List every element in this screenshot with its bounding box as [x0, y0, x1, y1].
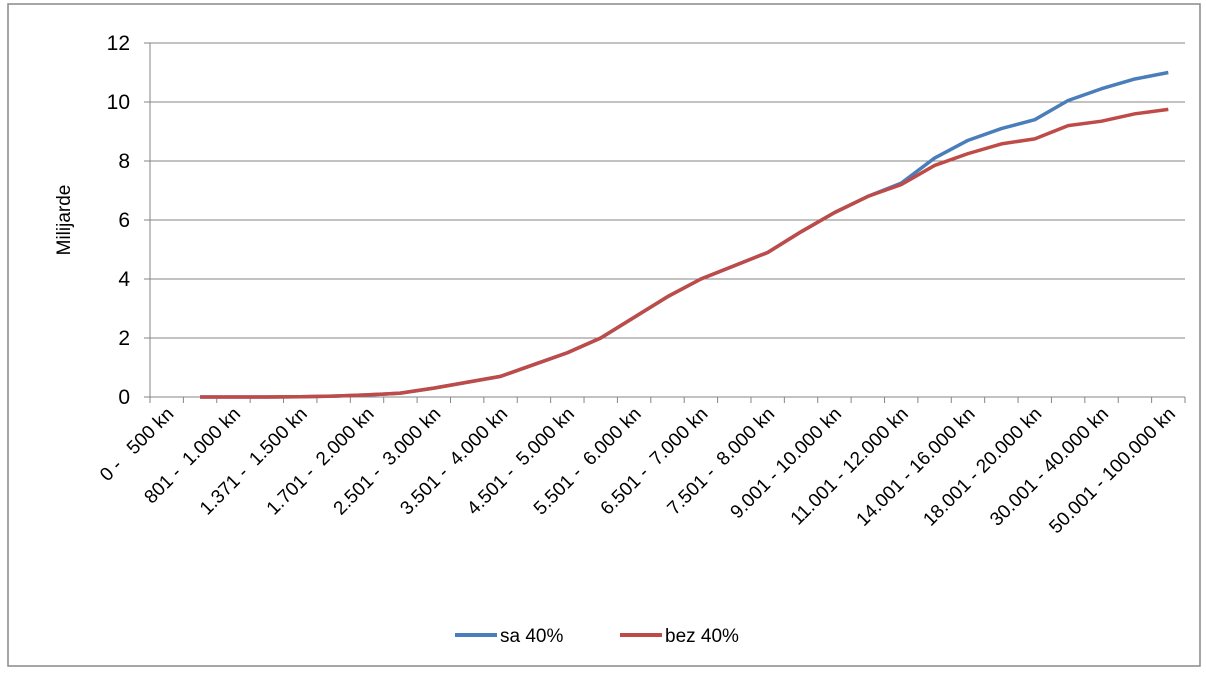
legend-label: bez 40%: [665, 626, 739, 647]
y-axis-title: Milijarde: [54, 185, 75, 256]
y-tick-label: 0: [118, 386, 130, 409]
y-tick-label: 12: [107, 32, 130, 55]
series-line: [200, 107, 1169, 399]
legend-label: sa 40%: [500, 626, 563, 647]
y-tick-label: 8: [118, 150, 130, 173]
y-tick-label: 4: [118, 268, 130, 291]
y-tick-label: 10: [107, 91, 130, 114]
y-tick-label: 6: [118, 209, 130, 232]
y-tick-label: 2: [118, 327, 130, 350]
